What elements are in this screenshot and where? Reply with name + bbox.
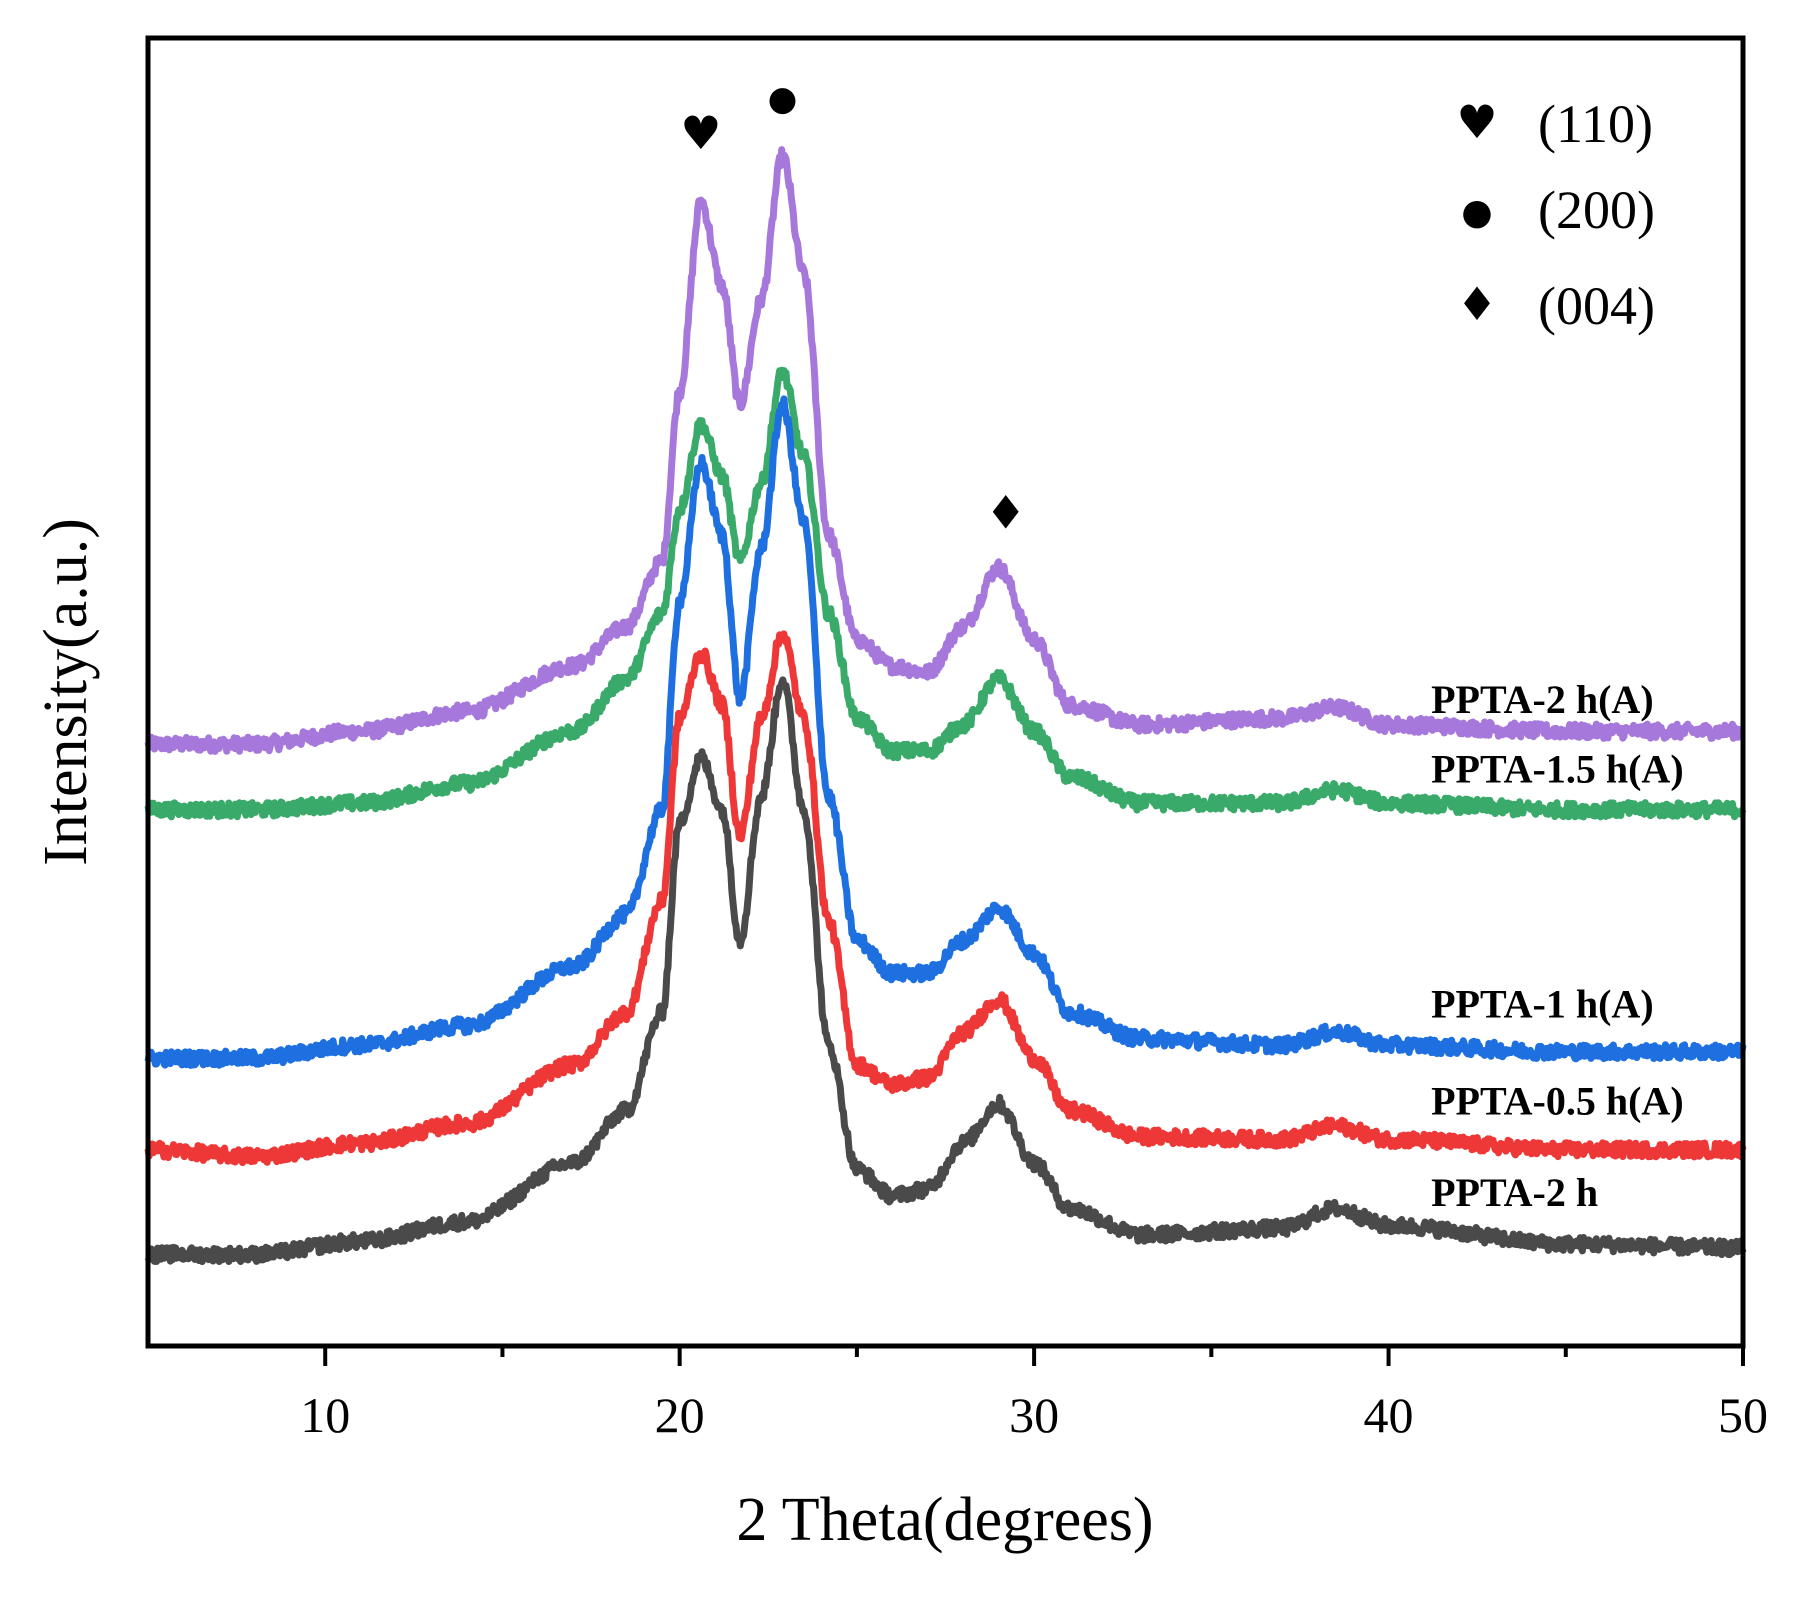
legend-circle-icon: ● xyxy=(1461,192,1492,233)
x-tick-label-10: 10 xyxy=(300,1387,350,1443)
legend-heart-icon: ♥ xyxy=(1456,95,1497,149)
series-line-ppta-2-h-a xyxy=(144,146,1746,755)
x-axis-tick-labels: 10 20 30 40 50 xyxy=(300,1387,1768,1443)
series-line-ppta-1-5-h-a xyxy=(144,366,1747,821)
series-line-ppta-0-5-h-a xyxy=(144,630,1747,1167)
x-axis-title: 2 Theta(degrees) xyxy=(736,1486,1153,1554)
series-layer xyxy=(144,146,1747,1265)
peak-markers: ♥ ● ♦ xyxy=(680,79,1026,540)
series-line-ppta-2-h xyxy=(144,676,1747,1265)
legend: ♥ (110) ● (200) ♦ (004) xyxy=(1456,94,1655,336)
x-tick-label-50: 50 xyxy=(1718,1387,1768,1443)
x-tick-label-20: 20 xyxy=(655,1387,705,1443)
series-line-ppta-1-h-a xyxy=(144,395,1747,1069)
series-label-ppta-1-h-a: PPTA-1 h(A) xyxy=(1431,982,1654,1027)
series-label-ppta-1-5-h-a: PPTA-1.5 h(A) xyxy=(1431,746,1684,791)
series-label-ppta-0-5-h-a: PPTA-0.5 h(A) xyxy=(1431,1078,1684,1123)
peak-marker-circle-icon: ● xyxy=(768,79,798,119)
y-axis-title: Intensity(a.u.) xyxy=(32,518,100,866)
x-axis-ticks xyxy=(323,1346,1745,1366)
series-label-ppta-2-h: PPTA-2 h xyxy=(1431,1170,1598,1215)
legend-label-diamond: (004) xyxy=(1538,276,1655,336)
legend-label-circle: (200) xyxy=(1538,180,1655,240)
x-tick-label-30: 30 xyxy=(1009,1387,1059,1443)
peak-marker-heart-icon: ♥ xyxy=(680,106,721,160)
legend-diamond-icon: ♦ xyxy=(1456,277,1497,331)
plot-frame xyxy=(145,35,1746,1349)
legend-label-heart: (110) xyxy=(1538,94,1653,154)
x-tick-label-40: 40 xyxy=(1364,1387,1414,1443)
peak-marker-diamond-icon: ♦ xyxy=(985,486,1026,540)
series-labels: PPTA-2 h(A) PPTA-1.5 h(A) PPTA-1 h(A) PPTA-… xyxy=(1431,677,1684,1215)
series-label-ppta-2-h-a: PPTA-2 h(A) xyxy=(1431,677,1654,722)
